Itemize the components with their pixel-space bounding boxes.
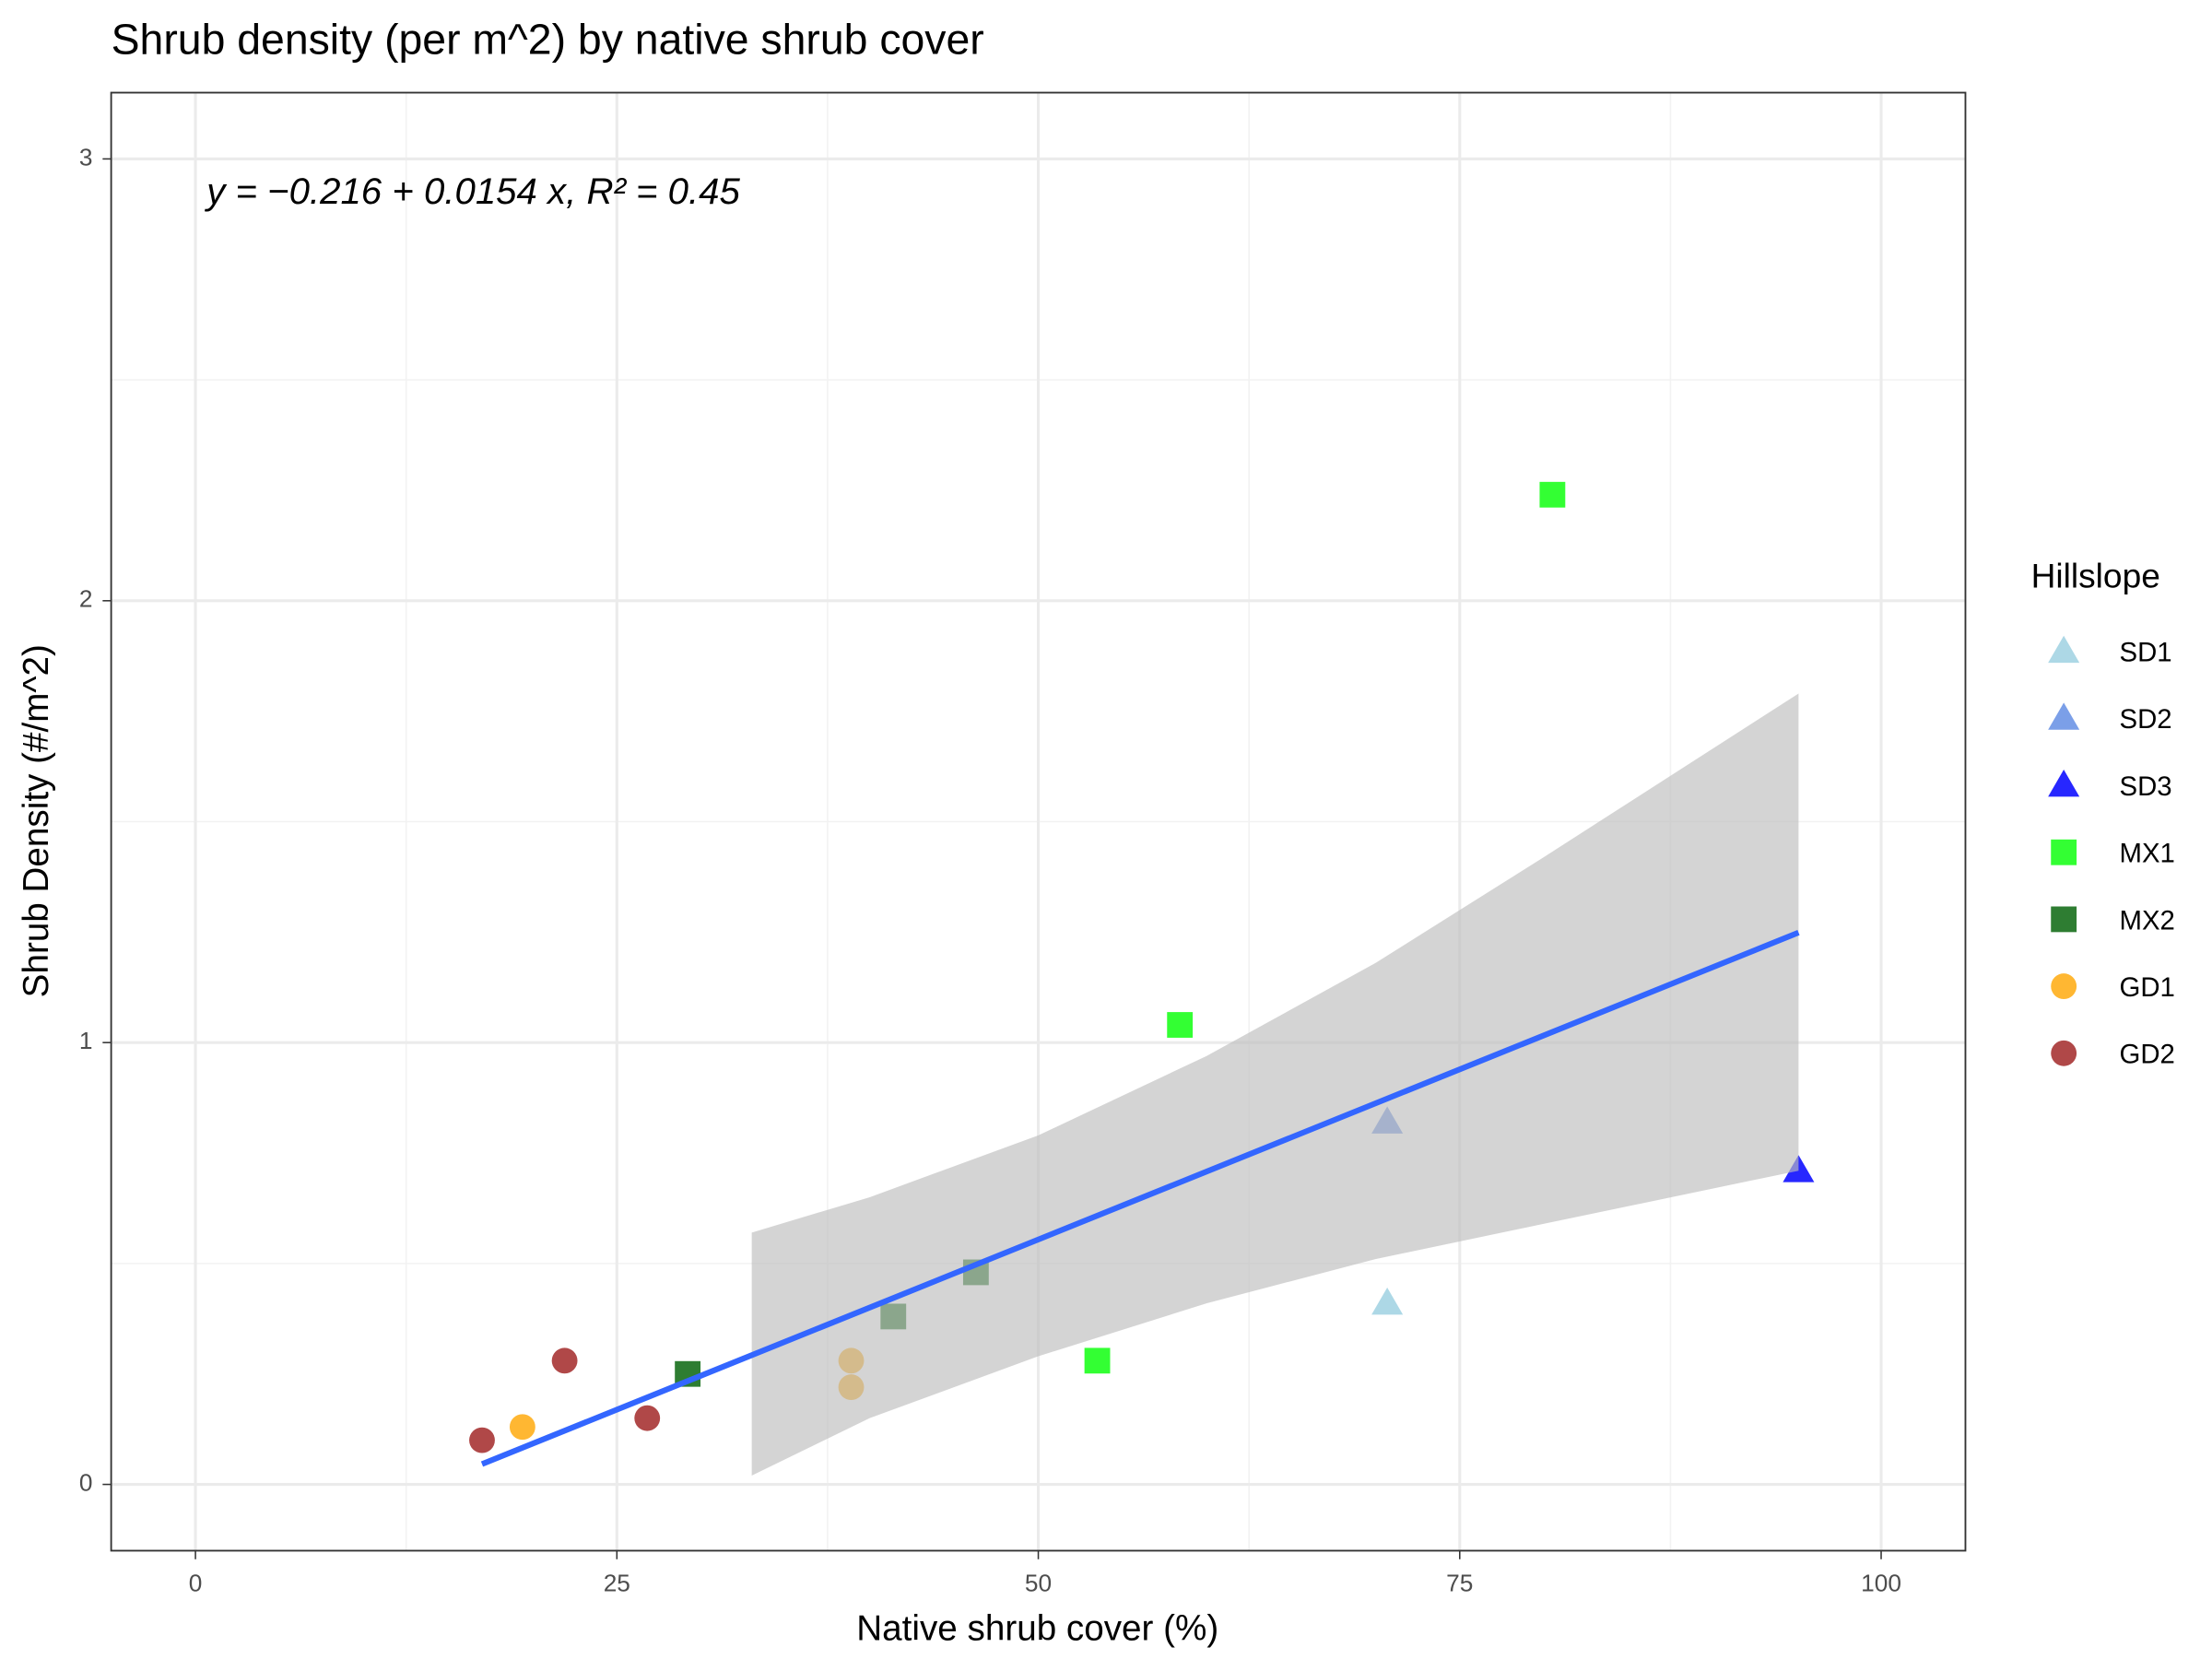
legend-key xyxy=(2048,702,2080,730)
y-axis-title: Shrub Density (#/m^2) xyxy=(17,644,56,997)
x-tick-label: 50 xyxy=(1025,1570,1052,1597)
legend-label: SD1 xyxy=(2119,638,2171,668)
y-tick-label: 1 xyxy=(79,1027,93,1054)
panel-border xyxy=(110,91,1967,1552)
point xyxy=(1167,1012,1194,1038)
y-tick-label: 2 xyxy=(79,585,93,613)
confidence-band xyxy=(751,693,1799,1476)
legend-key xyxy=(2051,839,2077,865)
x-tick-label: 75 xyxy=(1446,1570,1473,1597)
point xyxy=(1539,481,1566,508)
legend-label: MX2 xyxy=(2119,905,2174,935)
legend-item: SD1 xyxy=(2048,635,2172,668)
legend-item: GD1 xyxy=(2051,972,2175,1003)
y-tick-label: 3 xyxy=(79,143,93,171)
legend-label: GD1 xyxy=(2119,972,2174,1003)
legend-label: GD2 xyxy=(2119,1040,2174,1070)
point xyxy=(509,1414,535,1441)
fit-line xyxy=(480,929,1800,1467)
legend-item: SD2 xyxy=(2048,702,2172,735)
point xyxy=(1084,1347,1111,1374)
legend-key xyxy=(2048,770,2080,797)
y-tick-label: 0 xyxy=(79,1469,93,1497)
legend-key xyxy=(2051,1040,2077,1066)
point xyxy=(469,1427,495,1453)
legend-item: MX1 xyxy=(2051,839,2175,869)
x-tick-label: 25 xyxy=(604,1570,630,1597)
legend-label: SD2 xyxy=(2119,704,2171,735)
legend-label: SD3 xyxy=(2119,771,2171,802)
legend-title: Hillslope xyxy=(2031,557,2160,595)
point xyxy=(551,1347,578,1374)
x-axis-title: Native shrub cover (%) xyxy=(856,1608,1218,1648)
legend-key xyxy=(2051,973,2077,1000)
legend-item: SD3 xyxy=(2048,770,2172,802)
point xyxy=(634,1405,661,1431)
legend-key xyxy=(2051,906,2077,933)
point xyxy=(1371,1288,1404,1315)
x-tick-label: 100 xyxy=(1861,1570,1901,1597)
annotation: y = −0.216 + 0.0154 x, R² = 0.45 xyxy=(204,171,740,212)
legend-key xyxy=(2048,635,2080,664)
x-tick-label: 0 xyxy=(189,1570,203,1597)
legend-item: GD2 xyxy=(2051,1040,2175,1070)
legend-item: MX2 xyxy=(2051,905,2175,935)
legend-label: MX1 xyxy=(2119,839,2174,869)
chart-title: Shrub density (per m^2) by native shrub … xyxy=(112,16,984,64)
